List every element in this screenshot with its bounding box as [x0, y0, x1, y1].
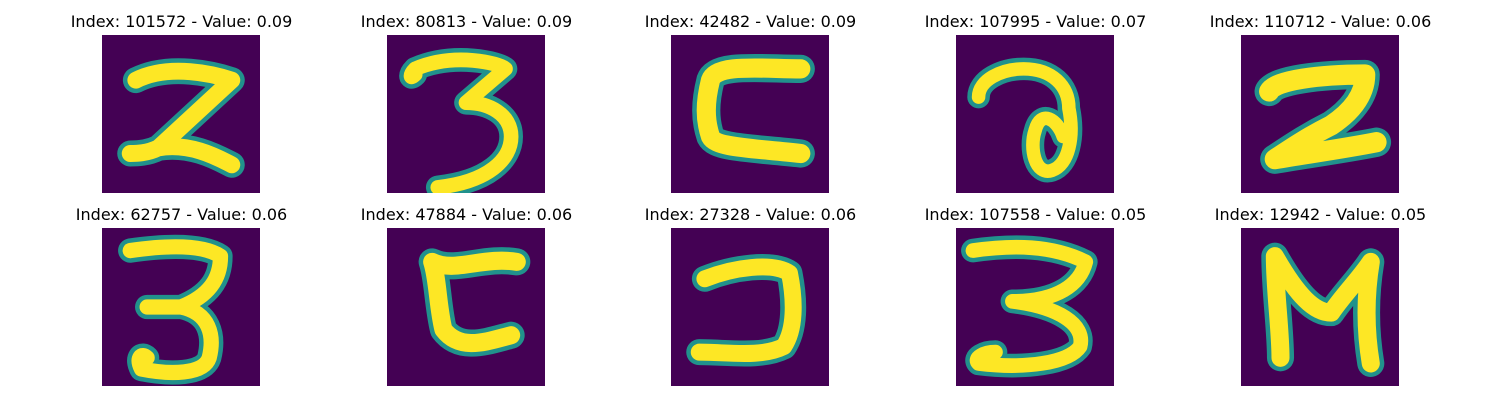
panel-title: Index: 107995 - Value: 0.07 — [924, 12, 1147, 31]
handwritten-digit-image — [956, 35, 1114, 193]
panel-title: Index: 107558 - Value: 0.05 — [924, 205, 1147, 224]
digit-glyph — [956, 228, 1114, 386]
digit-glyph — [671, 35, 829, 193]
digit-glyph — [671, 228, 829, 386]
panel-title: Index: 80813 - Value: 0.09 — [360, 12, 573, 31]
stroke-core — [690, 258, 802, 363]
image-panel: Index: 110712 - Value: 0.06 — [1178, 11, 1463, 201]
handwritten-digit-image — [671, 35, 829, 193]
image-panel: Index: 12942 - Value: 0.05 — [1178, 204, 1463, 394]
handwritten-digit-image — [387, 228, 545, 386]
stroke-core — [1259, 64, 1387, 170]
image-panel: Index: 42482 - Value: 0.09 — [608, 11, 893, 201]
handwritten-digit-image — [102, 35, 260, 193]
digit-glyph — [387, 228, 545, 386]
stroke-core — [971, 62, 1078, 178]
image-panel: Index: 101572 - Value: 0.09 — [39, 11, 324, 201]
handwritten-digit-image — [956, 228, 1114, 386]
handwritten-digit-image — [102, 228, 260, 386]
stroke-core — [1265, 247, 1380, 373]
panel-title: Index: 110712 - Value: 0.06 — [1209, 12, 1432, 31]
image-panel: Index: 107558 - Value: 0.05 — [893, 204, 1178, 394]
image-panel: Index: 80813 - Value: 0.09 — [324, 11, 609, 201]
image-panel: Index: 47884 - Value: 0.06 — [324, 204, 609, 394]
image-panel: Index: 62757 - Value: 0.06 — [39, 204, 324, 394]
panel-title: Index: 27328 - Value: 0.06 — [644, 205, 857, 224]
handwritten-digit-image — [671, 228, 829, 386]
stroke-core — [122, 239, 229, 381]
stroke-core — [696, 58, 811, 164]
stroke-core — [403, 52, 519, 193]
digit-glyph — [102, 35, 260, 193]
stroke-core — [965, 239, 1094, 373]
stroke-core — [121, 62, 241, 174]
image-panel: Index: 27328 - Value: 0.06 — [608, 204, 893, 394]
digit-glyph — [956, 35, 1114, 193]
digit-glyph — [102, 228, 260, 386]
panel-title: Index: 47884 - Value: 0.06 — [360, 205, 573, 224]
handwritten-digit-image — [1241, 35, 1399, 193]
panel-title: Index: 12942 - Value: 0.05 — [1214, 205, 1427, 224]
digit-glyph — [1241, 35, 1399, 193]
image-panel: Index: 107995 - Value: 0.07 — [893, 11, 1178, 201]
panel-title: Index: 101572 - Value: 0.09 — [70, 12, 293, 31]
panel-title: Index: 42482 - Value: 0.09 — [644, 12, 857, 31]
stroke-core — [423, 251, 526, 353]
digit-glyph — [1241, 228, 1399, 386]
digit-glyph — [387, 35, 545, 193]
handwritten-digit-image — [387, 35, 545, 193]
handwritten-digit-image — [1241, 228, 1399, 386]
panel-title: Index: 62757 - Value: 0.06 — [75, 205, 288, 224]
